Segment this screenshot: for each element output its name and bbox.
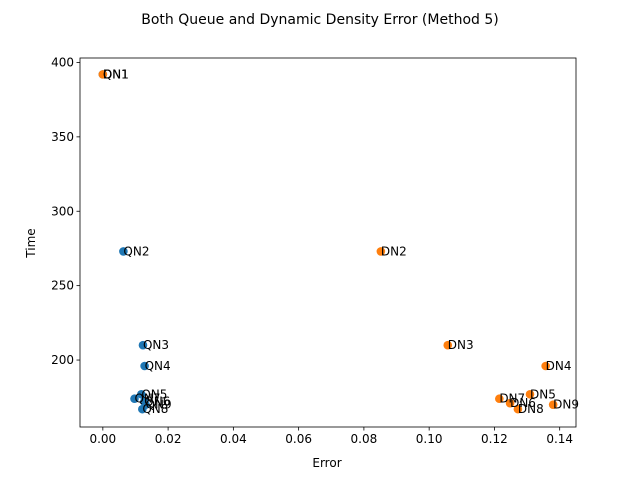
data-point — [141, 400, 150, 409]
x-tick-label: 0.04 — [220, 432, 247, 446]
data-point — [119, 247, 128, 256]
data-point-label: QN4 — [145, 359, 171, 373]
x-tick-label: 0.02 — [155, 432, 182, 446]
x-tick-label: 0.14 — [546, 432, 573, 446]
data-point-label: DN3 — [448, 338, 474, 352]
x-tick-label: 0.10 — [416, 432, 443, 446]
data-point-label: DN2 — [381, 244, 407, 258]
data-point — [130, 394, 139, 404]
data-point — [548, 400, 558, 409]
data-point — [137, 389, 146, 399]
y-tick-label: 250 — [51, 279, 74, 293]
data-point-label: QN5 — [141, 387, 167, 401]
data-point — [98, 70, 108, 79]
y-tick-label: 350 — [51, 130, 74, 144]
data-point-label: DN7 — [499, 392, 525, 406]
plot-area: 0.00 0.02 0.04 0.06 0.08 0.10 0.12 0.14 200 250 30… — [51, 55, 579, 446]
data-point-label: QN8 — [142, 402, 168, 416]
data-point — [495, 394, 504, 404]
plot-frame — [79, 57, 577, 428]
data-point-label: QN2 — [123, 244, 149, 258]
data-point — [513, 404, 523, 414]
chart-title: Both Queue and Dynamic Density Error (Me… — [141, 12, 498, 28]
data-point-label: DN9 — [553, 398, 579, 412]
x-tick-label: 0.12 — [481, 432, 508, 446]
y-tick-label: 300 — [51, 204, 74, 218]
y-tick-label: 200 — [51, 353, 74, 367]
data-point — [140, 361, 149, 371]
data-point-label: DN5 — [530, 387, 556, 401]
data-point — [541, 361, 550, 371]
x-tick-label: 0.06 — [285, 432, 312, 446]
data-point — [138, 340, 148, 350]
data-point-label: QN6 — [144, 395, 170, 409]
data-point-label: DN1 — [103, 67, 129, 81]
y-axis-label: Time — [24, 228, 38, 258]
x-axis-label: Error — [312, 456, 341, 470]
data-point-label: QN9 — [146, 398, 172, 412]
data-point-label: DN8 — [518, 402, 544, 416]
data-point-label: QN1 — [103, 67, 129, 81]
y-tick-label: 400 — [51, 55, 74, 69]
data-point — [505, 398, 515, 408]
x-tick-label: 0.00 — [89, 432, 116, 446]
data-point-label: DN4 — [546, 359, 572, 373]
data-point-label: QN3 — [143, 338, 169, 352]
data-point-label: QN7 — [134, 392, 160, 406]
data-point — [376, 247, 386, 256]
data-point-label: DN6 — [510, 396, 536, 410]
data-point — [443, 340, 453, 350]
data-point — [525, 389, 535, 399]
x-tick-label: 0.08 — [351, 432, 378, 446]
